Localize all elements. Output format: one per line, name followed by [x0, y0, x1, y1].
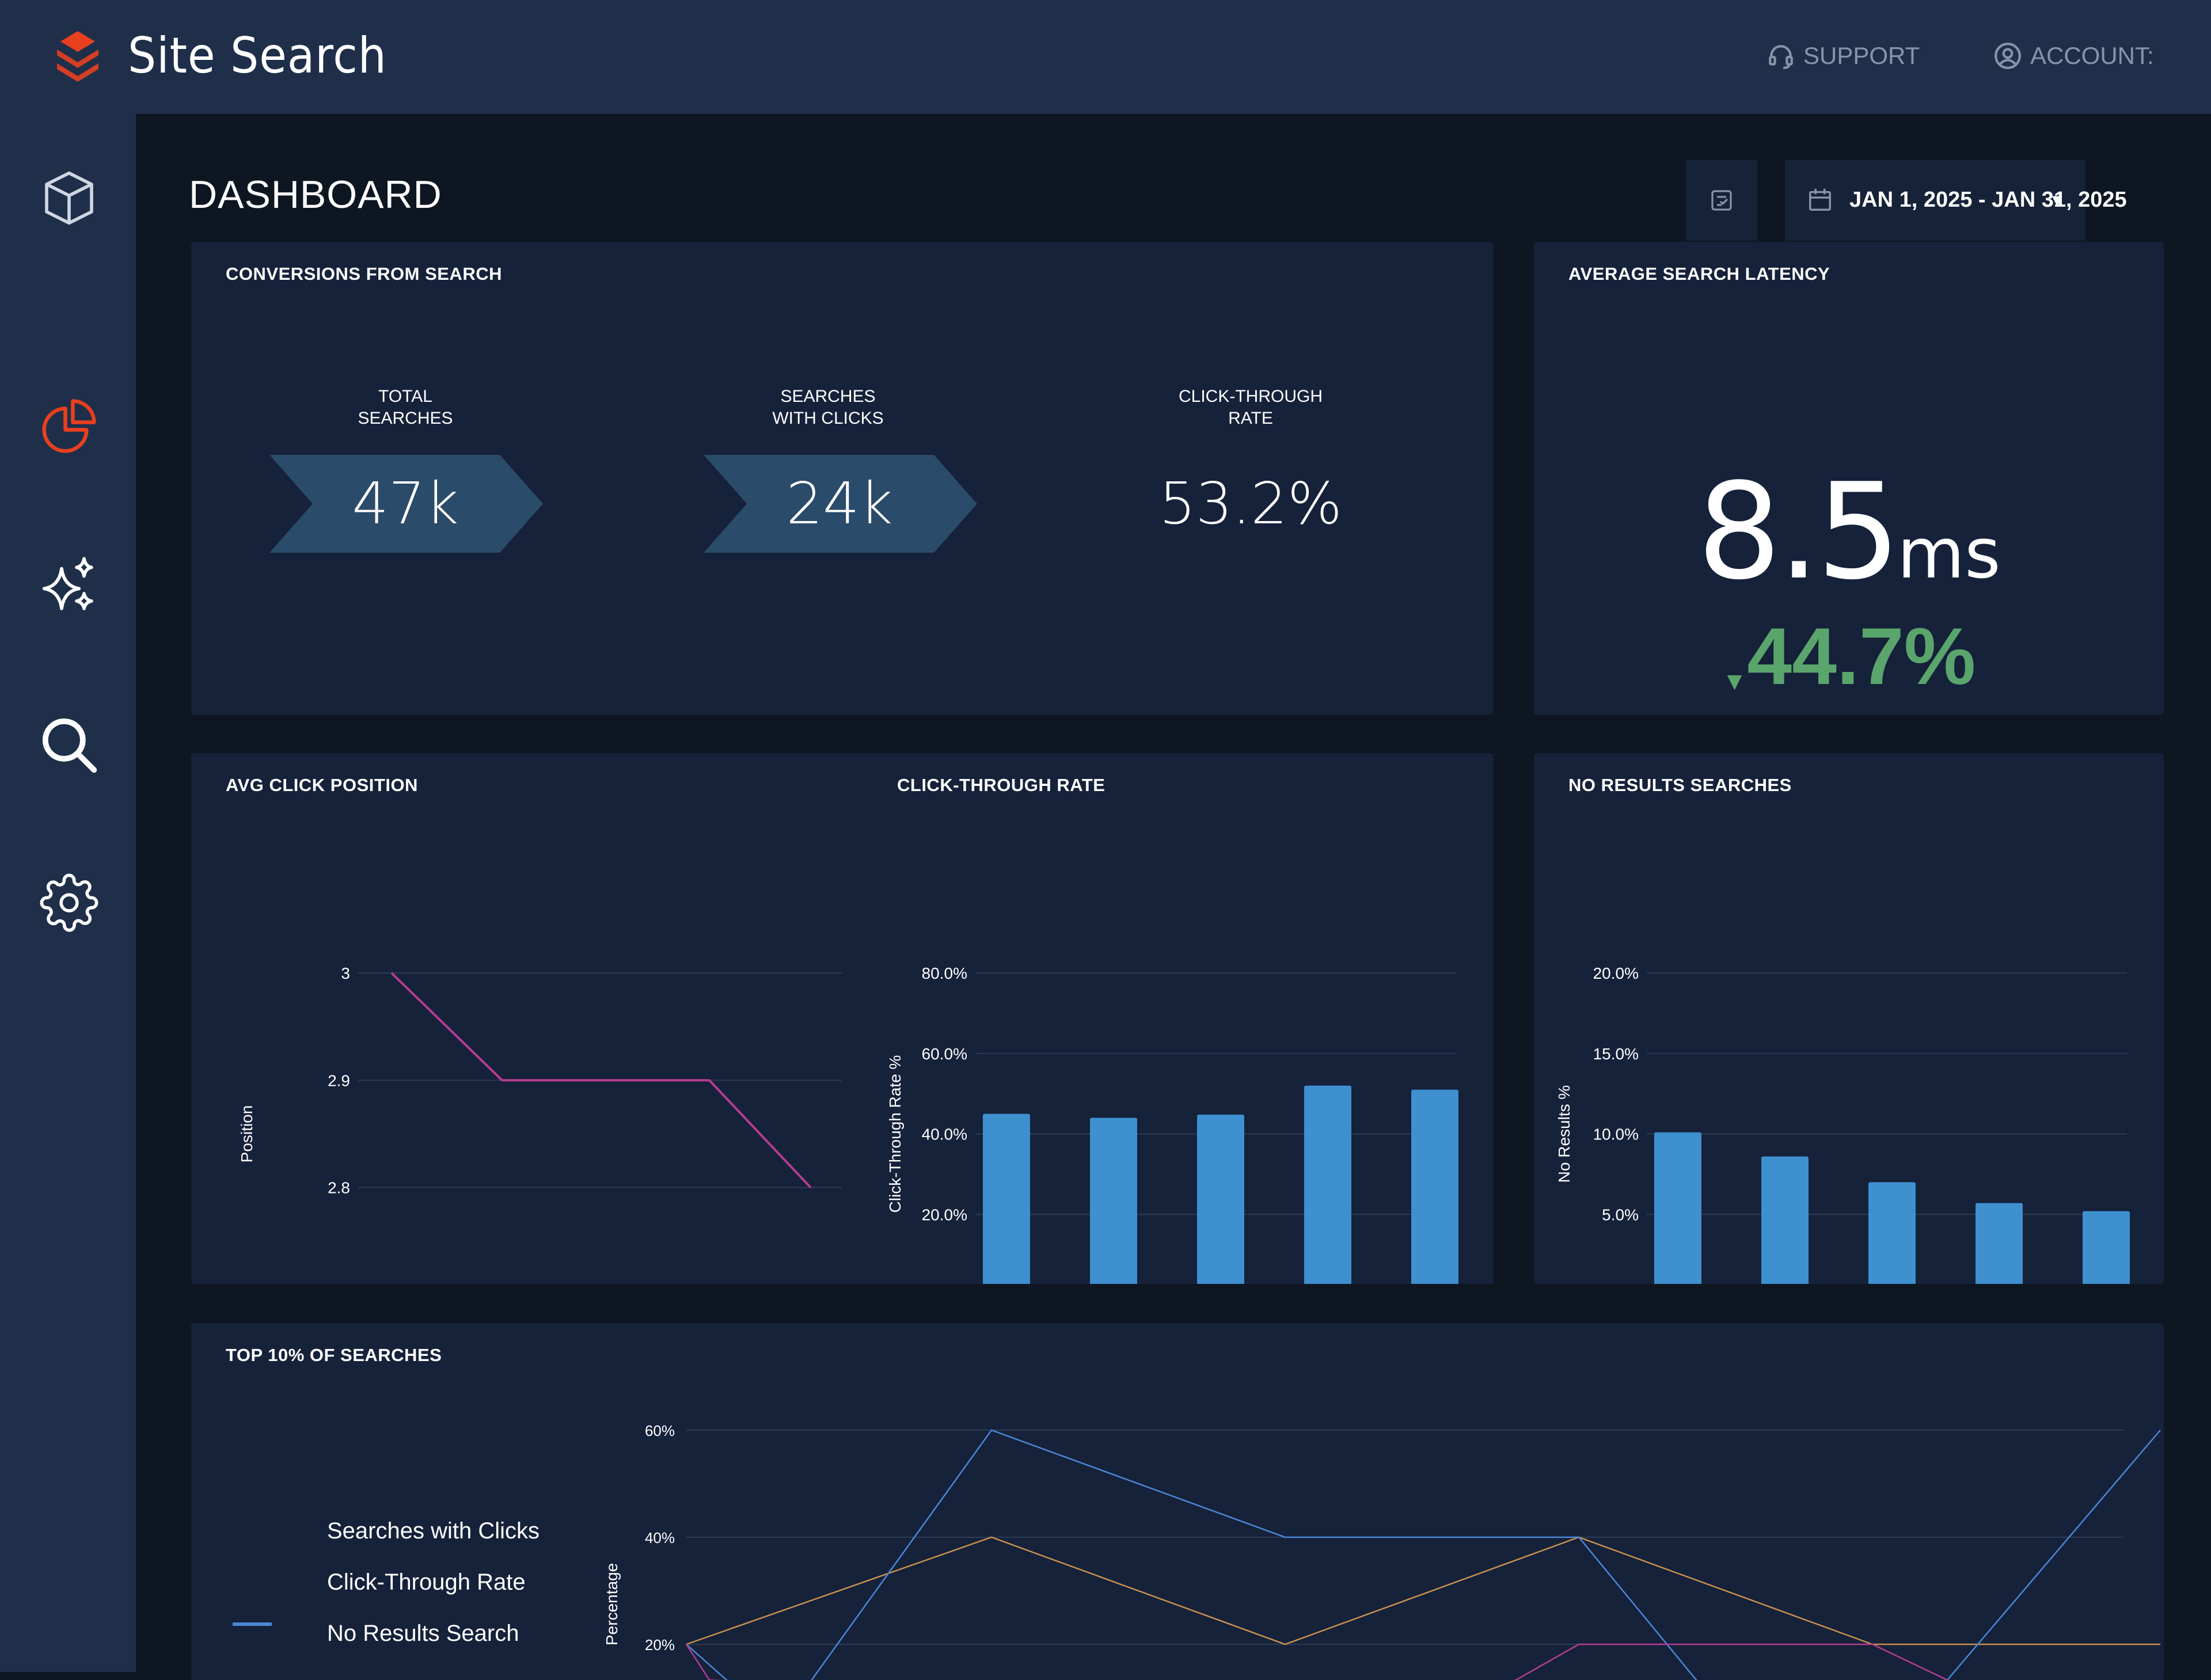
label-line: TOTAL: [378, 387, 432, 406]
no-results-chart: 0.0%5.0%10.0%15.0%20.0%TimeNo Results %0…: [1555, 964, 2130, 1284]
sidebar: [0, 114, 136, 1672]
headset-icon: [1769, 45, 1793, 69]
series-line: [390, 972, 812, 1189]
y-tick-label: 40%: [645, 1529, 675, 1546]
label-line: SEARCHES: [358, 409, 453, 428]
y-tick-label: 60.0%: [922, 1045, 967, 1063]
searches-with-clicks-label: SEARCHES WITH CLICKS: [713, 386, 943, 429]
bar: [1868, 1182, 1916, 1284]
bar: [1197, 1114, 1244, 1284]
legend-searches-with-clicks[interactable]: Searches with Clicks: [327, 1518, 540, 1544]
searches-with-clicks-value: 24k: [786, 470, 893, 537]
arrow-down-icon: ▼: [1722, 667, 1747, 695]
latency-value: 8.5: [1697, 455, 1901, 609]
label-line: SEARCHES: [780, 387, 876, 406]
y-tick-label: 15.0%: [1593, 1045, 1639, 1063]
bar: [1304, 1085, 1351, 1284]
clipboard-check-icon: [1711, 190, 1732, 211]
date-range-picker[interactable]: JAN 1, 2025 - JAN 31, 2025 ▼: [1785, 160, 2127, 241]
pie-chart-icon[interactable]: [39, 396, 99, 456]
y-tick-label: 60%: [645, 1422, 675, 1439]
total-searches-value: 47k: [352, 470, 459, 537]
legend-click-through-rate[interactable]: Click-Through Rate: [327, 1569, 526, 1595]
account-menu[interactable]: ACCOUNT:: [1993, 36, 2154, 76]
avg-click-position-chart: 2.72.82.93TimePosition01-0401-1101-1801-…: [238, 964, 842, 1197]
series-line-searches-with-clicks: [686, 1536, 2160, 1645]
y-tick-label: 3: [341, 964, 350, 982]
settings-gear-icon[interactable]: [39, 873, 99, 933]
total-searches-arrow: [269, 455, 543, 553]
latency-unit: ms: [1897, 514, 2001, 594]
y-tick-label: 2.8: [328, 1179, 350, 1197]
y-axis-title: Click-Through Rate %: [886, 1055, 904, 1213]
label-line: RATE: [1228, 409, 1273, 428]
panel-title: AVG CLICK POSITION: [226, 775, 418, 795]
searches-with-clicks-arrow: [704, 455, 977, 553]
bar: [1411, 1089, 1458, 1284]
y-tick-label: 20.0%: [922, 1206, 967, 1223]
panel-title: TOP 10% OF SEARCHES: [226, 1345, 442, 1365]
latency-change-value: 44.7%: [1747, 611, 1976, 701]
y-tick-label: 5.0%: [1602, 1206, 1639, 1223]
sparkles-icon[interactable]: [39, 556, 99, 616]
no-results-panel: NO RESULTS SEARCHES 0.0%5.0%10.0%15.0%20…: [1534, 753, 2164, 1284]
series-line-click-through-rate: [686, 1429, 2161, 1680]
latency-reading: 8.5ms: [1534, 466, 2164, 599]
panel-title: CONVERSIONS FROM SEARCH: [226, 264, 502, 284]
top-header: Site Search SUPPORT ACCOUNT:: [0, 0, 2211, 115]
y-tick-label: 40.0%: [922, 1126, 967, 1143]
series-line-no-results-search: [685, 1643, 1948, 1680]
support-label: SUPPORT: [1803, 42, 1920, 69]
support-link[interactable]: SUPPORT: [1766, 36, 1920, 76]
bar: [1976, 1203, 2023, 1284]
cube-icon[interactable]: [39, 168, 99, 228]
panel-title: CLICK-THROUGH RATE: [897, 775, 1106, 795]
date-range-label: JAN 1, 2025 - JAN 31, 2025: [1849, 188, 2127, 212]
site-search-logo[interactable]: [49, 28, 107, 85]
main-content: DASHBOARD JAN 1, 2025 - JAN 31, 2025 ▼ C…: [136, 114, 2211, 1680]
avg-click-position-panel: AVG CLICK POSITION 2.72.82.93TimePositio…: [191, 753, 901, 1284]
page-title: DASHBOARD: [189, 173, 442, 216]
top-searches-panel: TOP 10% OF SEARCHES Searches with Clicks…: [191, 1323, 2164, 1680]
latency-panel: AVERAGE SEARCH LATENCY 8.5ms ▼44.7%: [1534, 242, 2164, 715]
panel-title: NO RESULTS SEARCHES: [1568, 775, 1792, 795]
click-through-rate-label: CLICK-THROUGH RATE: [1135, 386, 1366, 429]
y-axis-title: No Results %: [1555, 1085, 1573, 1183]
account-label: ACCOUNT:: [2030, 42, 2154, 69]
y-tick-label: 10.0%: [1593, 1126, 1639, 1143]
y-tick-label: 20%: [645, 1636, 675, 1654]
total-searches-label: TOTAL SEARCHES: [290, 386, 521, 429]
bar: [1761, 1156, 1809, 1284]
bar: [2083, 1211, 2130, 1284]
report-button[interactable]: [1686, 160, 1757, 241]
y-axis-title: Position: [238, 1105, 256, 1163]
label-line: CLICK-THROUGH: [1178, 387, 1323, 406]
user-circle-icon: [1995, 43, 2021, 69]
calendar-icon: [1809, 188, 1831, 211]
legend-swatch: [233, 1622, 272, 1626]
y-tick-label: 2.9: [328, 1071, 350, 1089]
y-tick-label: 20.0%: [1593, 964, 1639, 982]
top-searches-chart: 60% 40% 20% Percentage: [603, 1422, 2161, 1680]
bar: [1654, 1132, 1701, 1284]
click-through-rate-chart: 0.0%20.0%40.0%60.0%80.0%TimeClick-Throug…: [886, 964, 1458, 1284]
app-title: Site Search: [128, 27, 387, 85]
conversions-panel: CONVERSIONS FROM SEARCH TOTAL SEARCHES 4…: [191, 242, 1494, 715]
legend-no-results-search[interactable]: No Results Search: [327, 1621, 519, 1646]
click-through-rate-panel: CLICK-THROUGH RATE 0.0%20.0%40.0%60.0%80…: [863, 753, 1494, 1284]
panel-title: AVERAGE SEARCH LATENCY: [1568, 264, 1830, 284]
y-axis-title: Percentage: [603, 1563, 621, 1645]
click-through-rate-value: 53.2%: [1159, 470, 1342, 537]
label-line: WITH CLICKS: [772, 409, 884, 428]
y-tick-label: 80.0%: [922, 964, 967, 982]
bar: [983, 1113, 1030, 1284]
latency-change: ▼44.7%: [1534, 616, 2164, 722]
search-icon[interactable]: [39, 715, 99, 775]
bar: [1090, 1118, 1137, 1284]
chevron-down-icon: ▼: [2049, 191, 2066, 210]
